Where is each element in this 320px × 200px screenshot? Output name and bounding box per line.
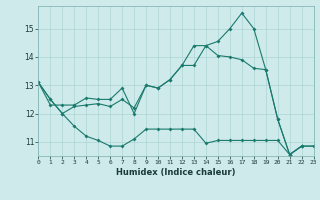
X-axis label: Humidex (Indice chaleur): Humidex (Indice chaleur) (116, 168, 236, 177)
